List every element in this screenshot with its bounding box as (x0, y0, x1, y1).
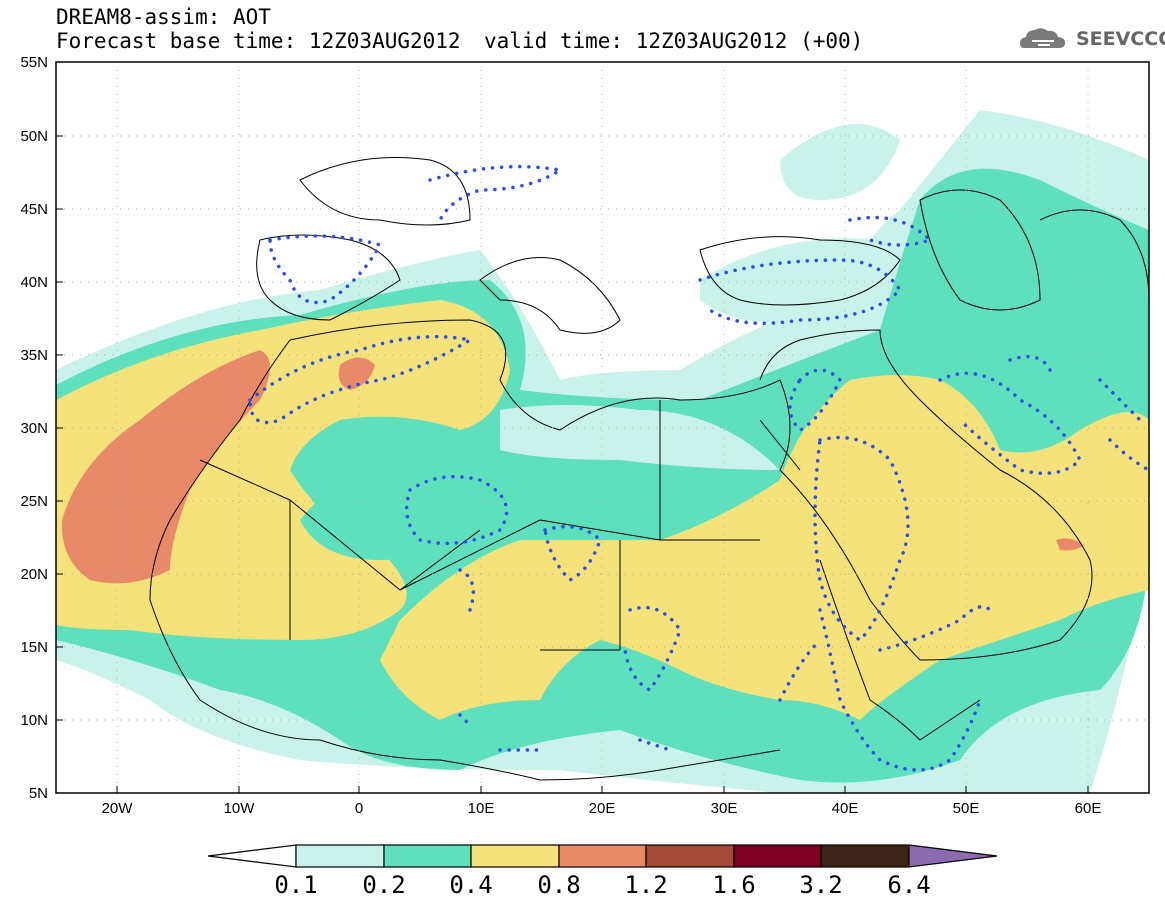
aot-band-0.2-med2 (500, 405, 780, 470)
lat-label: 15N (20, 639, 48, 656)
colorbar (207, 844, 998, 868)
lat-label: 50N (20, 128, 48, 145)
lon-label: 10W (224, 800, 256, 817)
latitude-labels: 55N 50N 45N 40N 35N 30N 25N 20N 15N 10N … (20, 54, 48, 802)
aot-band-0.8-atlantic (61, 350, 270, 584)
lon-label: 10E (468, 800, 495, 817)
lat-label: 55N (20, 54, 48, 71)
colorbar-segment (645, 844, 735, 868)
colorbar-label: 0.8 (537, 871, 580, 899)
aot-band-0.4-central (380, 375, 1149, 720)
lat-label: 45N (20, 201, 48, 218)
colorbar-segment (383, 844, 472, 868)
colorbar-label: 0.4 (449, 871, 492, 899)
lon-label: 20E (589, 800, 616, 817)
valid-time: valid time: 12Z03AUG2012 (+00) (484, 29, 864, 53)
aot-band-0.4-mid (300, 447, 507, 560)
aot-band-0.8-morocco (338, 357, 375, 390)
lat-label: 30N (20, 420, 48, 437)
aot-band-0.8-oman (1056, 538, 1084, 551)
lat-label: 5N (29, 785, 48, 802)
lat-label: 25N (20, 493, 48, 510)
colorbar-segment (295, 844, 385, 868)
colorbar-over-triangle (908, 844, 998, 868)
cloud-icon (1020, 28, 1066, 48)
colorbar-segment (733, 844, 822, 868)
aot-band-0.1-east (780, 124, 900, 200)
colorbar-label: 3.2 (799, 871, 842, 899)
axis-ticks (56, 61, 1089, 794)
lat-label: 40N (20, 274, 48, 291)
forecast-base-time: Forecast base time: 12Z03AUG2012 (56, 29, 461, 53)
lat-label: 10N (20, 712, 48, 729)
colorbar-label: 0.1 (274, 871, 317, 899)
colorbar-segment (558, 844, 647, 868)
colorbar-segment (820, 844, 910, 868)
lat-label: 20N (20, 566, 48, 583)
colorbar-label: 6.4 (887, 871, 930, 899)
aot-field (56, 62, 1149, 793)
lon-label: 20W (102, 800, 134, 817)
colorbar-labels: 0.1 0.2 0.4 0.8 1.2 1.6 3.2 6.4 (274, 871, 930, 899)
colorbar-label: 0.2 (362, 871, 405, 899)
longitude-labels: 20W 10W 0 10E 20E 30E 40E 50E 60E (102, 800, 1102, 817)
lon-label: 30E (711, 800, 738, 817)
seevccc-logo: SEEVCCC (1076, 28, 1165, 50)
title-line-1: DREAM8-assim: AOT (56, 5, 271, 29)
colorbar-label: 1.6 (712, 871, 755, 899)
colorbar-segment (470, 844, 560, 868)
colorbar-label: 1.2 (624, 871, 667, 899)
lat-label: 35N (20, 347, 48, 364)
colorbar-under-triangle (207, 844, 297, 868)
dust-contours (248, 164, 1149, 772)
lon-label: 60E (1075, 800, 1102, 817)
lon-label: 0 (355, 800, 363, 817)
lon-label: 50E (953, 800, 980, 817)
lon-label: 40E (832, 800, 859, 817)
